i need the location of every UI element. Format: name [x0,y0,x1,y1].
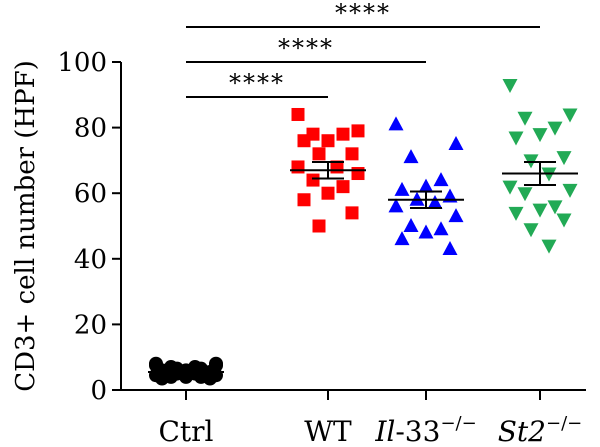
x-tick-label: Il-33−/− [374,413,476,447]
y-tick-label: 80 [74,114,107,144]
significance-brackets: ************ [186,0,540,98]
data-point [532,203,548,218]
data-point [394,231,410,246]
data-point [291,107,305,121]
data-point [448,136,464,150]
x-tick-label: St2−/− [498,413,582,447]
data-point [418,224,434,239]
data-point [532,128,548,143]
data-point [433,221,449,236]
data-point [547,121,563,136]
y-tick-label: 20 [74,310,107,340]
data-point [155,371,169,386]
significance-label: **** [278,34,334,62]
data-point [149,358,163,373]
y-tick-label: 100 [57,48,107,78]
data-point [562,183,578,198]
data-point [556,213,572,228]
y-tick-label: 60 [74,179,107,209]
chart-marks [148,78,578,386]
data-point [297,193,311,207]
data-point [403,218,419,232]
data-point [336,180,350,194]
data-point [297,134,311,148]
data-point [388,116,404,131]
data-point [508,206,524,221]
y-tick-label: 0 [90,376,107,406]
data-point [442,240,458,255]
data-point [502,78,518,93]
data-point [388,198,404,213]
y-axis-label: CD3+ cell number (HPF) [11,60,41,392]
data-point [556,151,572,166]
data-point [547,200,563,215]
data-point [321,186,335,200]
data-point [403,149,419,164]
y-tick-label: 40 [74,245,107,275]
data-point [523,223,539,238]
data-point [433,172,449,187]
data-point [517,111,533,126]
x-tick-label: WT [304,415,352,447]
data-point [179,369,193,384]
data-point [508,131,524,146]
data-point [394,181,410,196]
significance-label: **** [229,69,285,97]
data-point [427,195,443,210]
data-point [291,160,305,174]
data-point [517,187,533,202]
data-point [345,206,359,220]
data-point [418,178,434,193]
data-point [321,134,335,148]
data-point [312,147,326,161]
data-point [351,124,365,138]
data-point [448,208,464,223]
data-point [306,173,320,187]
axes: 0 20 40 60 80 100 Ctrl WT Il-33−/− St2−/− [57,48,586,447]
data-point [188,360,202,375]
significance-label: **** [335,0,391,27]
data-point [170,361,184,376]
data-point [312,219,326,233]
data-point [203,371,217,386]
data-point [541,239,557,254]
data-point [345,147,359,161]
x-tick-label: Ctrl [158,415,213,447]
data-point [562,108,578,123]
data-point [209,356,223,371]
data-point [502,180,518,195]
data-point [336,127,350,141]
data-point [351,167,365,181]
